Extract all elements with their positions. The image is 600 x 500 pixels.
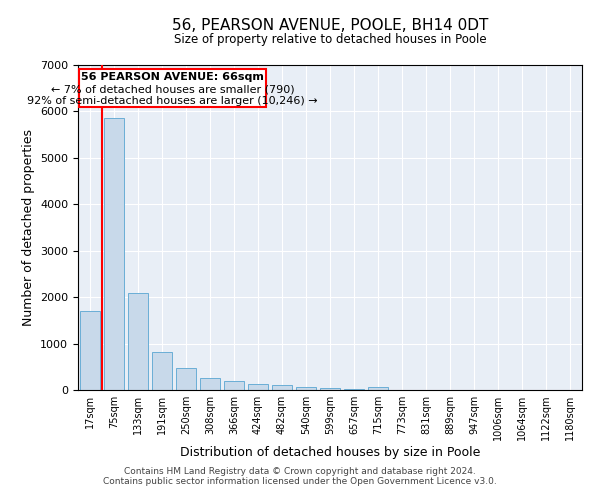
- Text: ← 7% of detached houses are smaller (790): ← 7% of detached houses are smaller (790…: [50, 85, 294, 95]
- Bar: [200, 378, 220, 390]
- FancyBboxPatch shape: [79, 68, 266, 107]
- Bar: [320, 388, 340, 390]
- Bar: [80, 311, 100, 390]
- Text: 56 PEARSON AVENUE: 66sqm: 56 PEARSON AVENUE: 66sqm: [81, 72, 264, 83]
- Bar: [224, 380, 244, 390]
- Bar: [128, 292, 148, 390]
- Y-axis label: Number of detached properties: Number of detached properties: [22, 129, 35, 326]
- Bar: [176, 368, 196, 390]
- Bar: [344, 389, 364, 390]
- Text: Contains HM Land Registry data © Crown copyright and database right 2024.: Contains HM Land Registry data © Crown c…: [124, 467, 476, 476]
- Text: 92% of semi-detached houses are larger (10,246) →: 92% of semi-detached houses are larger (…: [27, 96, 317, 106]
- Text: Contains public sector information licensed under the Open Government Licence v3: Contains public sector information licen…: [103, 477, 497, 486]
- Text: Size of property relative to detached houses in Poole: Size of property relative to detached ho…: [173, 32, 487, 46]
- Bar: [104, 118, 124, 390]
- Bar: [248, 384, 268, 390]
- Text: 56, PEARSON AVENUE, POOLE, BH14 0DT: 56, PEARSON AVENUE, POOLE, BH14 0DT: [172, 18, 488, 32]
- Bar: [272, 386, 292, 390]
- Bar: [152, 352, 172, 390]
- Bar: [368, 388, 388, 390]
- Bar: [296, 387, 316, 390]
- X-axis label: Distribution of detached houses by size in Poole: Distribution of detached houses by size …: [180, 446, 480, 459]
